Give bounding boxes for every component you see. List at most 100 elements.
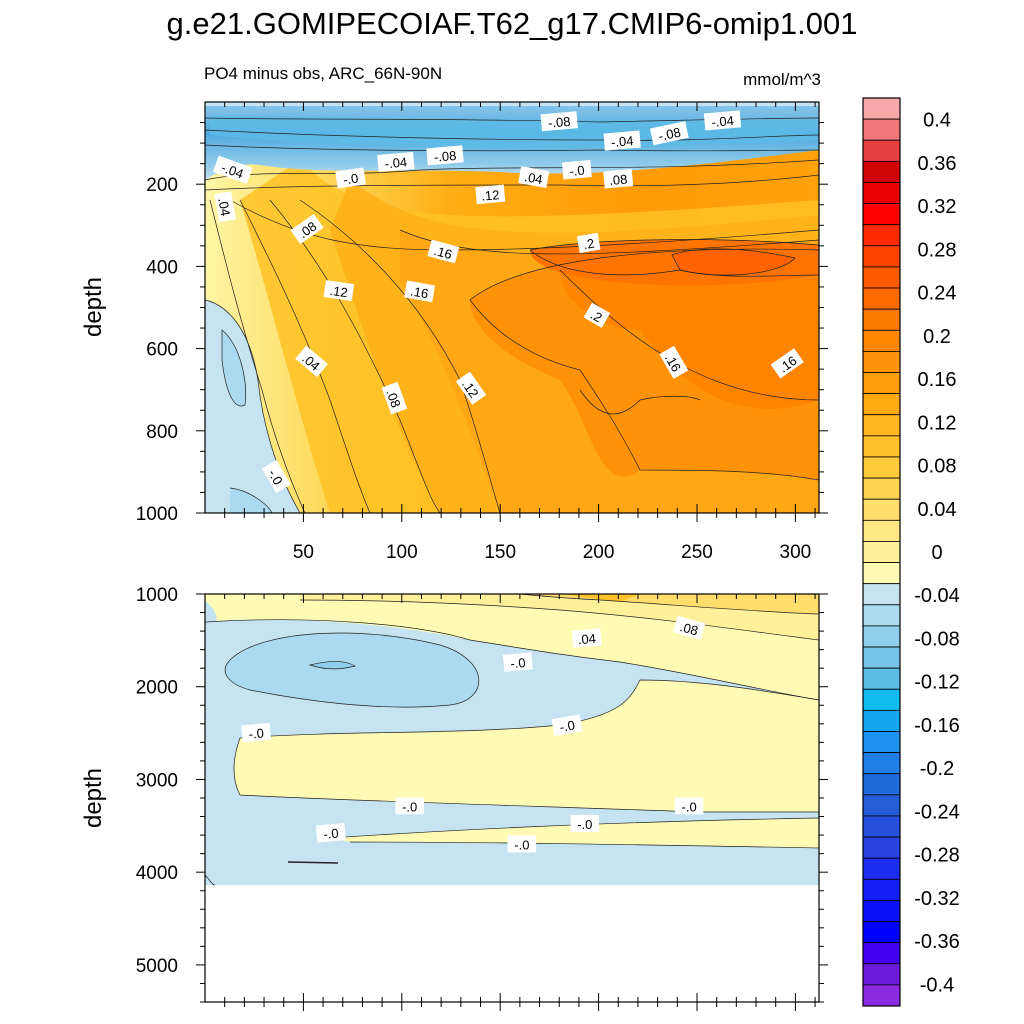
contour-label-box xyxy=(659,345,689,379)
contour-label: .04 xyxy=(214,191,237,223)
colorbar-swatch xyxy=(862,287,901,310)
contour-label-box xyxy=(377,151,415,172)
contour-label: -.04 xyxy=(377,151,415,172)
colorbar-swatch xyxy=(862,160,901,183)
upper-x-tick-label: 100 xyxy=(386,542,418,563)
contour-label: -.08 xyxy=(649,121,689,146)
colorbar-level-label: -0.36 xyxy=(914,931,960,953)
contour-label-text: .08 xyxy=(609,172,628,189)
colorbar-level-label: -0.16 xyxy=(914,715,960,737)
contour-label: -.0 xyxy=(261,459,291,494)
colorbar: 0.4 0.36 0.32 0.28 0.24 0.2 0.16 0.12 0.08 0.04 0 -… xyxy=(862,97,960,1007)
contour-label: -.0 xyxy=(570,814,600,832)
contour-label-box xyxy=(507,835,537,853)
contour-label-box xyxy=(295,345,328,378)
contour-label-box xyxy=(570,814,600,832)
colorbar-level-label: 0.28 xyxy=(918,239,957,261)
contour-labels: -.08 -.04 -.08 -.04 -.04 -.0 -.04 -.08 .04 -.0 .08… xyxy=(212,110,804,853)
lower-y-axis-title: depth xyxy=(80,768,107,828)
contour-label-text: -.04 xyxy=(384,154,408,171)
colorbar-level-label: 0.12 xyxy=(918,412,957,434)
contour-label: -.0 xyxy=(674,797,704,815)
contour-label-box xyxy=(703,110,742,131)
contour-label-text: -.08 xyxy=(547,114,571,131)
contour-label-text: .08 xyxy=(383,387,403,409)
colorbar-level-label: 0.32 xyxy=(918,196,957,218)
colorbar-level-label: 0.08 xyxy=(918,456,957,478)
contour-label-text: -.04 xyxy=(219,160,245,182)
contour-label-text: .2 xyxy=(582,236,595,253)
colorbar-level-label: -0.12 xyxy=(914,672,960,694)
contour-label-box xyxy=(475,184,506,205)
units-label: mmol/m^3 xyxy=(743,70,821,89)
contour-label-box xyxy=(426,145,464,166)
upper-x-tick-label: 300 xyxy=(780,542,812,563)
colorbar-swatch xyxy=(862,688,901,711)
figure-title: g.e21.GOMIPECOIAF.T62_g17.CMIP6-omip1.00… xyxy=(166,6,858,41)
contour-label-box xyxy=(649,121,689,146)
colorbar-swatch xyxy=(862,773,901,796)
colorbar-swatch xyxy=(862,878,901,901)
colorbar-swatch xyxy=(862,118,901,141)
colorbar-swatch xyxy=(862,224,901,247)
upper-x-tick-label: 150 xyxy=(484,542,516,563)
contour-label-text: -.0 xyxy=(569,163,585,179)
colorbar-swatch xyxy=(862,604,901,627)
contour-label-text: .12 xyxy=(329,283,349,300)
colorbar-level-label: -0.32 xyxy=(914,888,960,910)
colorbar-swatch xyxy=(862,942,901,965)
contour-label: -.08 xyxy=(540,111,578,132)
lower-y-tick-label: 2000 xyxy=(136,678,178,699)
colorbar-swatch xyxy=(862,393,901,416)
contour-label-text: -.08 xyxy=(657,124,682,143)
colorbar-level-label: -0.04 xyxy=(914,585,960,607)
colorbar-level-label: 0.04 xyxy=(918,499,957,521)
colorbar-swatch xyxy=(862,752,901,775)
colorbar-swatch xyxy=(862,667,901,690)
contour-label: -.04 xyxy=(212,155,253,184)
contour-label: .08 xyxy=(673,615,706,640)
contour-label-box xyxy=(576,232,601,254)
contour-label: -.0 xyxy=(507,835,537,853)
contour-label: -.04 xyxy=(703,110,742,131)
colorbar-level-label: 0.4 xyxy=(923,110,951,132)
colorbar-level-label: 0.36 xyxy=(918,153,957,175)
upper-x-tick-label: 50 xyxy=(293,542,314,563)
colorbar-swatch xyxy=(862,709,901,732)
colorbar-level-label: 0.16 xyxy=(918,369,957,391)
contour-label-box xyxy=(673,615,706,640)
upper-axis-ticks: 50 100 150 200 250 300 200 400 600 800 1000 xyxy=(136,102,828,563)
colorbar-swatch xyxy=(862,583,901,606)
colorbar-swatch xyxy=(862,815,901,838)
contour-label: .04 xyxy=(571,628,602,648)
contour-label: .12 xyxy=(475,184,506,205)
colorbar-swatch xyxy=(862,857,901,880)
contour-label-text: -.04 xyxy=(711,113,735,130)
contour-label-box xyxy=(770,348,804,379)
lower-contour-lines xyxy=(205,594,819,886)
colorbar-swatch xyxy=(862,97,901,120)
colorbar-swatch xyxy=(862,562,901,585)
upper-y-axis-title: depth xyxy=(80,277,107,337)
colorbar-swatch xyxy=(862,731,901,754)
colorbar-swatch xyxy=(862,836,901,859)
colorbar-level-label: -0.08 xyxy=(914,628,960,650)
colorbar-swatch xyxy=(862,266,901,289)
lower-y-tick-label: 3000 xyxy=(136,770,178,791)
colorbar-level-label: -0.24 xyxy=(914,801,960,823)
colorbar-swatch xyxy=(862,794,901,817)
contour-label-box xyxy=(315,823,346,843)
contour-label-box xyxy=(404,280,436,303)
contour-label: -.08 xyxy=(426,145,464,166)
colorbar-swatch xyxy=(862,350,901,373)
contour-label-box xyxy=(395,797,424,815)
contour-label: .2 xyxy=(576,232,601,254)
contour-label-text: .04 xyxy=(215,197,233,217)
lower-y-tick-label: 1000 xyxy=(136,585,178,606)
contour-label: .2 xyxy=(583,302,611,328)
contour-label-text: .16 xyxy=(432,243,453,262)
contour-label: -.0 xyxy=(315,823,346,843)
contour-label: -.0 xyxy=(502,652,533,672)
colorbar-swatch xyxy=(862,541,901,563)
